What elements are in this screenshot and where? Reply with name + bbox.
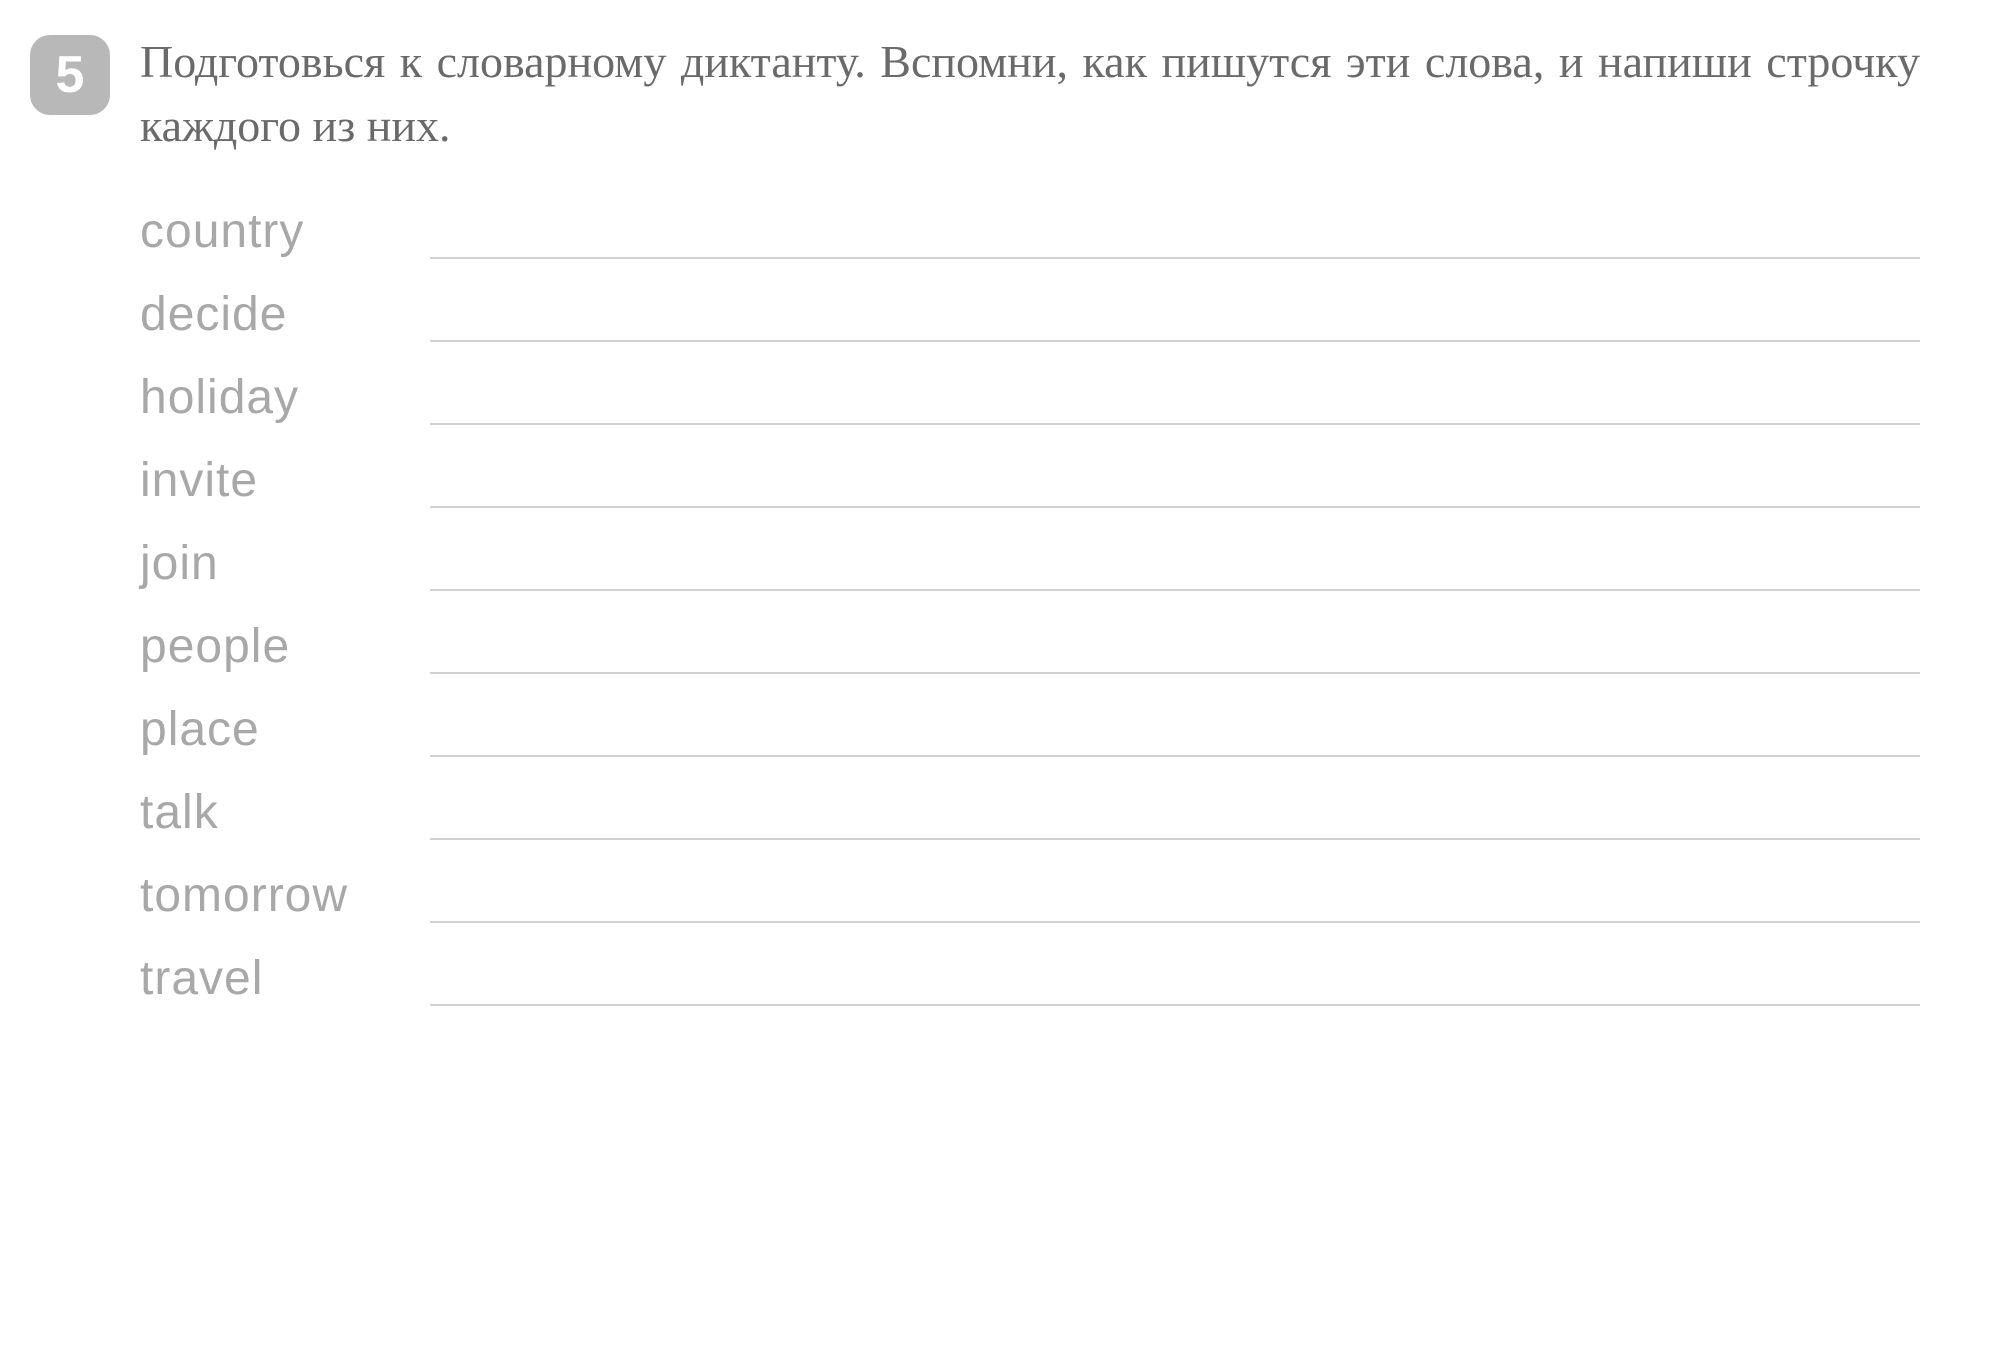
exercise-content: Подготовься к словарному диктанту. Вспом… [140, 30, 1920, 1006]
word-label: travel [140, 951, 400, 1006]
writing-line[interactable] [430, 666, 1920, 674]
word-label: talk [140, 785, 400, 840]
writing-line[interactable] [430, 583, 1920, 591]
word-row: talk [140, 785, 1920, 840]
word-row: holiday [140, 370, 1920, 425]
word-row: join [140, 536, 1920, 591]
word-label: people [140, 619, 400, 674]
exercise-number: 5 [56, 45, 85, 105]
word-row: tomorrow [140, 868, 1920, 923]
writing-line[interactable] [430, 749, 1920, 757]
writing-line[interactable] [430, 832, 1920, 840]
writing-line[interactable] [430, 417, 1920, 425]
word-label: country [140, 204, 400, 259]
word-label: join [140, 536, 400, 591]
word-row: travel [140, 951, 1920, 1006]
word-label: invite [140, 453, 400, 508]
word-label: place [140, 702, 400, 757]
word-label: tomorrow [140, 868, 400, 923]
exercise-number-badge: 5 [30, 35, 110, 115]
word-row: place [140, 702, 1920, 757]
writing-line[interactable] [430, 334, 1920, 342]
writing-line[interactable] [430, 500, 1920, 508]
word-list: country decide holiday invite join peopl… [140, 204, 1920, 1006]
word-row: people [140, 619, 1920, 674]
word-row: invite [140, 453, 1920, 508]
word-label: decide [140, 287, 400, 342]
word-label: holiday [140, 370, 400, 425]
word-row: decide [140, 287, 1920, 342]
writing-line[interactable] [430, 998, 1920, 1006]
exercise-container: 5 Подготовься к словарному диктанту. Всп… [30, 30, 1920, 1006]
writing-line[interactable] [430, 915, 1920, 923]
writing-line[interactable] [430, 251, 1920, 259]
exercise-instruction: Подготовься к словарному диктанту. Вспом… [140, 30, 1920, 159]
word-row: country [140, 204, 1920, 259]
